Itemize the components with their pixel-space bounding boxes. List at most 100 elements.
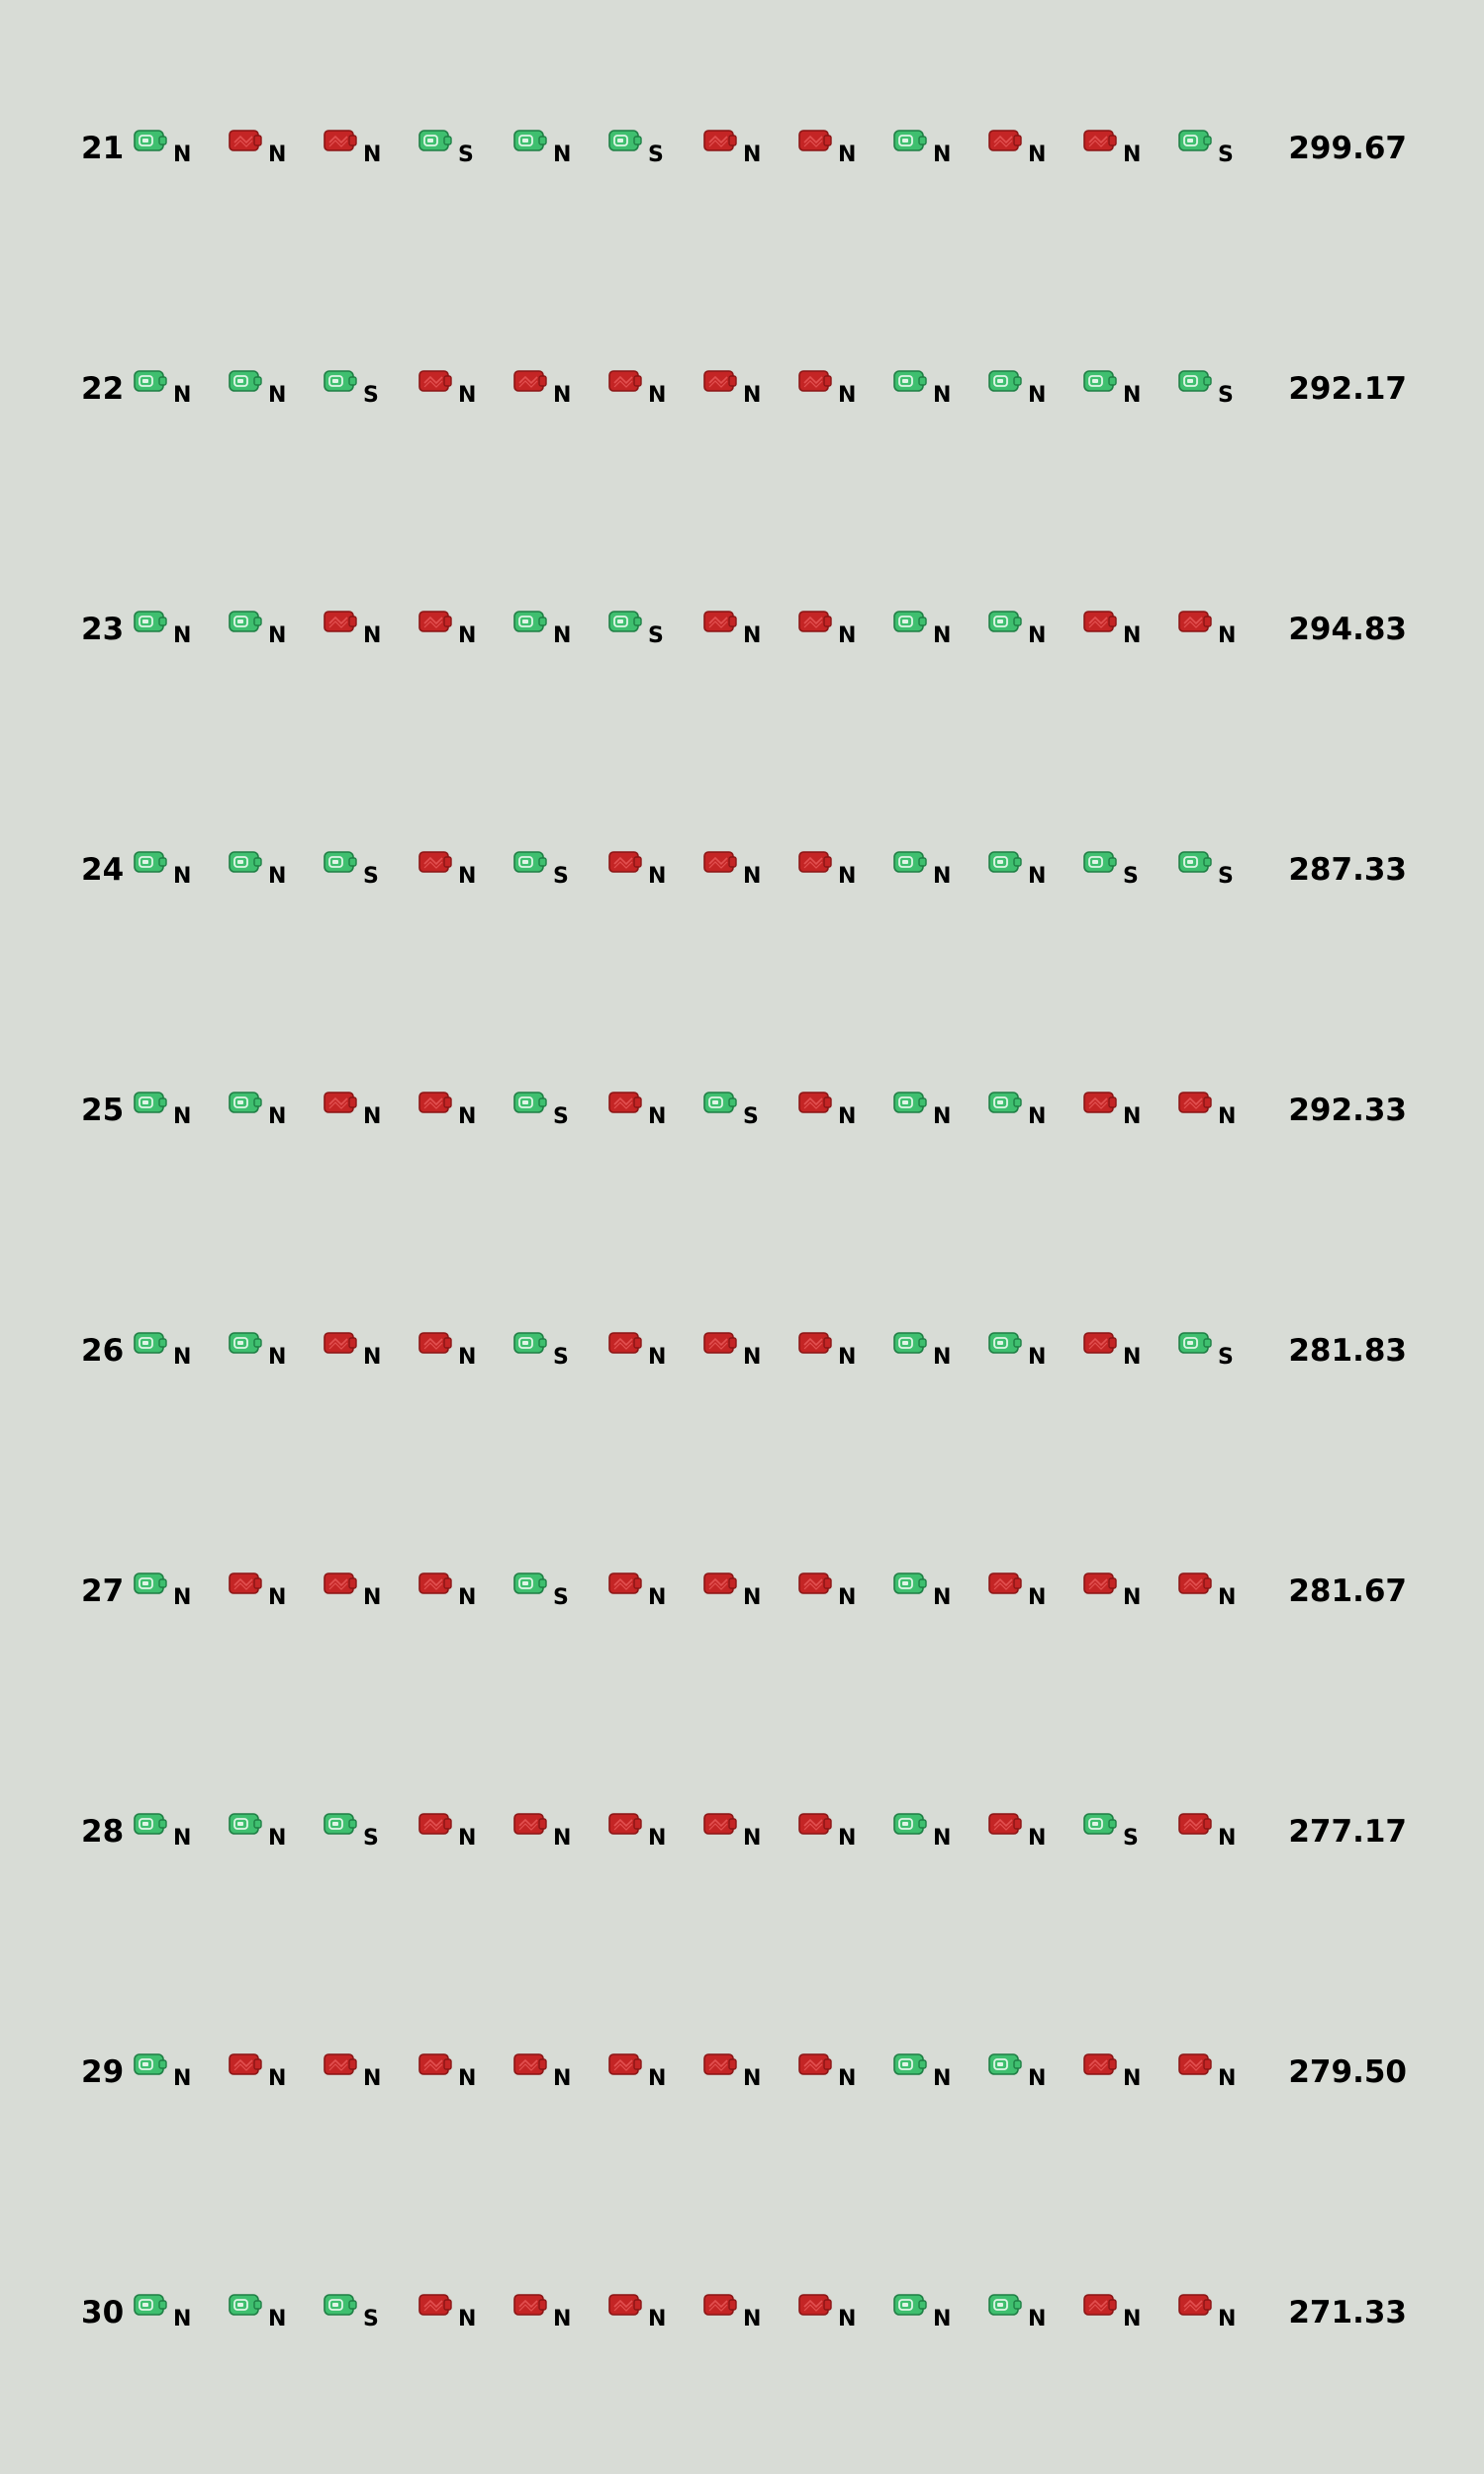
cell-letter: N: [838, 1826, 857, 1851]
result-cell: N: [134, 1321, 229, 1380]
red-wallet-icon: [418, 1812, 452, 1836]
result-cell: N: [798, 600, 893, 659]
result-cell: N: [1178, 1562, 1273, 1621]
result-cell: N: [324, 1321, 418, 1380]
cell-letter: S: [1218, 143, 1234, 167]
row-number: 22: [81, 371, 125, 407]
green-wallet-icon: [893, 610, 927, 633]
cell-letter: N: [1028, 2307, 1047, 2331]
green-wallet-icon: [134, 2293, 167, 2317]
green-wallet-icon: [1083, 850, 1117, 874]
cell-letter: S: [363, 2307, 379, 2331]
red-wallet-icon: [608, 2293, 642, 2317]
result-cell: N: [608, 1081, 703, 1140]
cell-letter: N: [648, 864, 667, 889]
result-cell: S: [513, 840, 608, 900]
green-wallet-icon: [1178, 129, 1212, 152]
red-wallet-icon: [1178, 2293, 1212, 2317]
red-wallet-icon: [703, 2052, 737, 2076]
result-cell: N: [703, 600, 798, 659]
result-row: 25 N N N N S N S N N N N N 292.33: [0, 1081, 1484, 1140]
red-wallet-icon: [798, 850, 832, 874]
result-cell: N: [229, 1081, 324, 1140]
cell-letter: N: [648, 2307, 667, 2331]
result-cell: N: [893, 2043, 988, 2102]
row-score: 287.33: [1288, 852, 1407, 888]
result-cell: N: [418, 840, 513, 900]
result-cell: N: [893, 1321, 988, 1380]
result-cell: N: [1178, 1802, 1273, 1861]
result-cell: S: [513, 1321, 608, 1380]
green-wallet-icon: [229, 610, 262, 633]
red-wallet-icon: [418, 610, 452, 633]
cell-letter: N: [838, 1585, 857, 1610]
red-wallet-icon: [703, 1331, 737, 1355]
cell-letter: N: [363, 1345, 382, 1370]
result-cell: N: [988, 840, 1083, 900]
cell-letter: N: [648, 383, 667, 408]
result-row: 29 N N N N N N N N N N N N 279.50: [0, 2043, 1484, 2102]
result-cell: S: [324, 2283, 418, 2342]
red-wallet-icon: [1178, 2052, 1212, 2076]
cell-letter: N: [933, 383, 952, 408]
row-number: 29: [81, 2054, 125, 2090]
cell-letter: N: [1123, 2066, 1142, 2091]
result-cell: N: [324, 119, 418, 178]
result-cell: N: [893, 1562, 988, 1621]
red-wallet-icon: [798, 2052, 832, 2076]
cell-letter: N: [1218, 623, 1237, 648]
red-wallet-icon: [1178, 1812, 1212, 1836]
green-wallet-icon: [703, 1091, 737, 1114]
cell-letter: N: [1028, 143, 1047, 167]
cell-letter: N: [1028, 1104, 1047, 1129]
cell-letter: N: [648, 1104, 667, 1129]
result-row: 23 N N N N N S N N N N N N 294.83: [0, 600, 1484, 659]
red-wallet-icon: [798, 1331, 832, 1355]
result-cell: N: [418, 1562, 513, 1621]
cell-letter: N: [458, 1585, 477, 1610]
result-cell: N: [1178, 600, 1273, 659]
green-wallet-icon: [229, 369, 262, 393]
result-cell: N: [513, 2283, 608, 2342]
red-wallet-icon: [324, 610, 357, 633]
result-cell: N: [229, 600, 324, 659]
red-wallet-icon: [703, 2293, 737, 2317]
cell-letter: N: [648, 2066, 667, 2091]
green-wallet-icon: [229, 1091, 262, 1114]
row-score: 281.83: [1288, 1333, 1407, 1369]
result-cell: S: [324, 1802, 418, 1861]
result-cell: N: [418, 1321, 513, 1380]
cell-letter: N: [553, 1826, 572, 1851]
result-cell: N: [798, 1081, 893, 1140]
row-number: 25: [81, 1093, 125, 1128]
cell-letter: N: [933, 2066, 952, 2091]
red-wallet-icon: [798, 1571, 832, 1595]
cell-letter: N: [1123, 2307, 1142, 2331]
red-wallet-icon: [1083, 2293, 1117, 2317]
red-wallet-icon: [988, 129, 1022, 152]
green-wallet-icon: [418, 129, 452, 152]
cell-letter: N: [458, 2066, 477, 2091]
result-cell: N: [893, 119, 988, 178]
cell-letter: N: [553, 2307, 572, 2331]
green-wallet-icon: [134, 1812, 167, 1836]
green-wallet-icon: [893, 2052, 927, 2076]
result-cell: N: [988, 119, 1083, 178]
cell-letter: N: [838, 864, 857, 889]
result-cell: N: [134, 600, 229, 659]
row-score: 279.50: [1288, 2054, 1407, 2090]
result-cell: N: [418, 1081, 513, 1140]
green-wallet-icon: [893, 850, 927, 874]
result-cell: N: [134, 1081, 229, 1140]
cell-letter: S: [553, 1104, 569, 1129]
cell-letter: N: [553, 383, 572, 408]
green-wallet-icon: [988, 2052, 1022, 2076]
cell-letter: N: [743, 2307, 762, 2331]
cell-letter: N: [173, 864, 192, 889]
result-cell: N: [798, 2043, 893, 2102]
green-wallet-icon: [229, 850, 262, 874]
result-cell: N: [1083, 1321, 1178, 1380]
result-cell: N: [608, 1562, 703, 1621]
result-cell: N: [324, 1562, 418, 1621]
result-cell: N: [229, 1562, 324, 1621]
